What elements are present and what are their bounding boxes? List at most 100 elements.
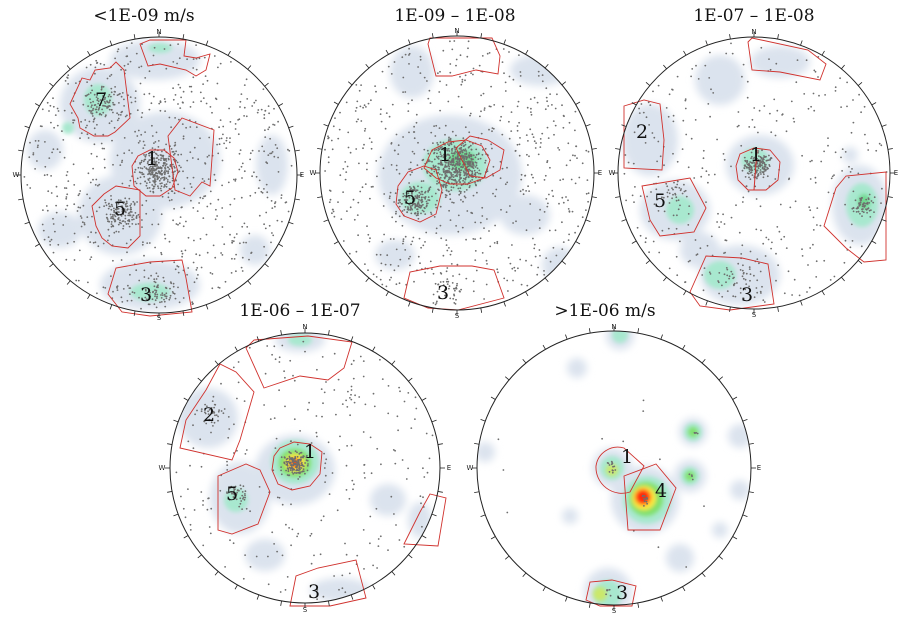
tick-mark: [182, 310, 185, 316]
pole-point: [489, 245, 492, 248]
pole-point: [545, 198, 548, 200]
pole-point: [539, 146, 542, 149]
pole-point: [659, 155, 662, 158]
pole-point: [407, 209, 410, 211]
pole-point: [860, 245, 863, 248]
tick-mark: [544, 63, 549, 69]
pole-point: [297, 471, 300, 474]
pole-point: [530, 264, 533, 267]
set-windows: [623, 37, 887, 311]
pole-point: [756, 162, 759, 165]
tick-mark: [705, 300, 708, 306]
pole-point: [491, 127, 494, 129]
pole-point: [748, 164, 751, 167]
pole-point: [404, 200, 407, 202]
pole-point: [551, 189, 554, 192]
compass-east: E: [598, 169, 602, 177]
pole-point: [672, 152, 674, 155]
pole-point: [757, 165, 760, 168]
pole-point: [815, 260, 818, 263]
pole-point: [834, 86, 837, 89]
pole-point: [424, 271, 426, 274]
pole-point: [398, 539, 401, 541]
pole-point: [549, 166, 551, 169]
pole-point: [468, 162, 471, 165]
pole-point: [213, 173, 216, 176]
pole-point: [197, 158, 200, 161]
pole-point: [112, 103, 115, 106]
pole-point: [408, 47, 410, 50]
pole-point: [89, 63, 92, 66]
pole-point: [160, 185, 163, 188]
pole-point: [364, 127, 367, 130]
tick-mark: [347, 260, 353, 265]
pole-point: [198, 202, 201, 204]
pole-point: [675, 199, 678, 202]
tick-mark: [365, 63, 370, 69]
pole-point: [182, 137, 185, 140]
pole-point: [750, 168, 753, 170]
pole-point: [444, 152, 447, 155]
pole-point: [709, 51, 711, 54]
pole-point: [452, 275, 454, 277]
tick-mark: [542, 344, 546, 350]
pole-point: [677, 208, 680, 211]
pole-point: [397, 144, 400, 147]
pole-point: [417, 203, 420, 205]
pole-point: [211, 412, 214, 414]
pole-point: [763, 163, 766, 166]
pole-point: [123, 64, 126, 67]
pole-point: [585, 192, 588, 195]
pole-point: [449, 193, 451, 196]
pole-point: [214, 218, 217, 221]
pole-point: [244, 494, 246, 497]
tick-mark: [205, 40, 209, 46]
pole-point: [506, 279, 509, 282]
pole-point: [408, 131, 410, 134]
pole-point: [460, 146, 463, 149]
pole-point: [278, 496, 281, 499]
pole-point: [457, 95, 460, 98]
set-label-5: 5: [226, 483, 238, 505]
pole-point: [807, 107, 810, 110]
pole-point: [140, 65, 143, 68]
pole-point: [448, 170, 450, 173]
pole-point: [647, 101, 650, 104]
pole-point: [403, 545, 406, 548]
pole-point: [288, 458, 291, 461]
pole-point: [168, 298, 171, 301]
pole-point: [307, 463, 309, 465]
pole-point: [99, 62, 102, 65]
pole-point: [413, 137, 416, 140]
pole-point: [779, 203, 782, 206]
pole-point: [62, 224, 65, 226]
pole-point: [151, 167, 154, 169]
pole-point: [104, 102, 107, 104]
pole-point: [870, 209, 872, 212]
pole-point: [217, 152, 220, 155]
pole-point: [151, 223, 154, 226]
pole-point: [353, 483, 355, 486]
pole-point: [850, 131, 853, 134]
set-window-1b: [455, 135, 505, 179]
pole-point: [219, 119, 222, 121]
pole-point: [291, 471, 294, 473]
pole-point: [271, 353, 273, 356]
pole-point: [233, 490, 235, 493]
pole-point: [214, 256, 217, 259]
pole-point: [202, 217, 205, 220]
tick-mark: [585, 124, 591, 127]
pole-point: [233, 258, 236, 260]
pole-point: [87, 236, 89, 238]
pole-point: [171, 190, 174, 193]
pole-point: [833, 174, 835, 177]
pole-point: [470, 72, 472, 74]
tick-mark: [660, 334, 663, 340]
pole-point: [642, 410, 645, 412]
pole-point: [458, 190, 461, 193]
set-label-4: 4: [655, 480, 667, 502]
pole-point: [176, 161, 179, 164]
pole-point: [880, 202, 882, 205]
pole-point: [190, 199, 192, 202]
tick-mark: [575, 241, 581, 245]
